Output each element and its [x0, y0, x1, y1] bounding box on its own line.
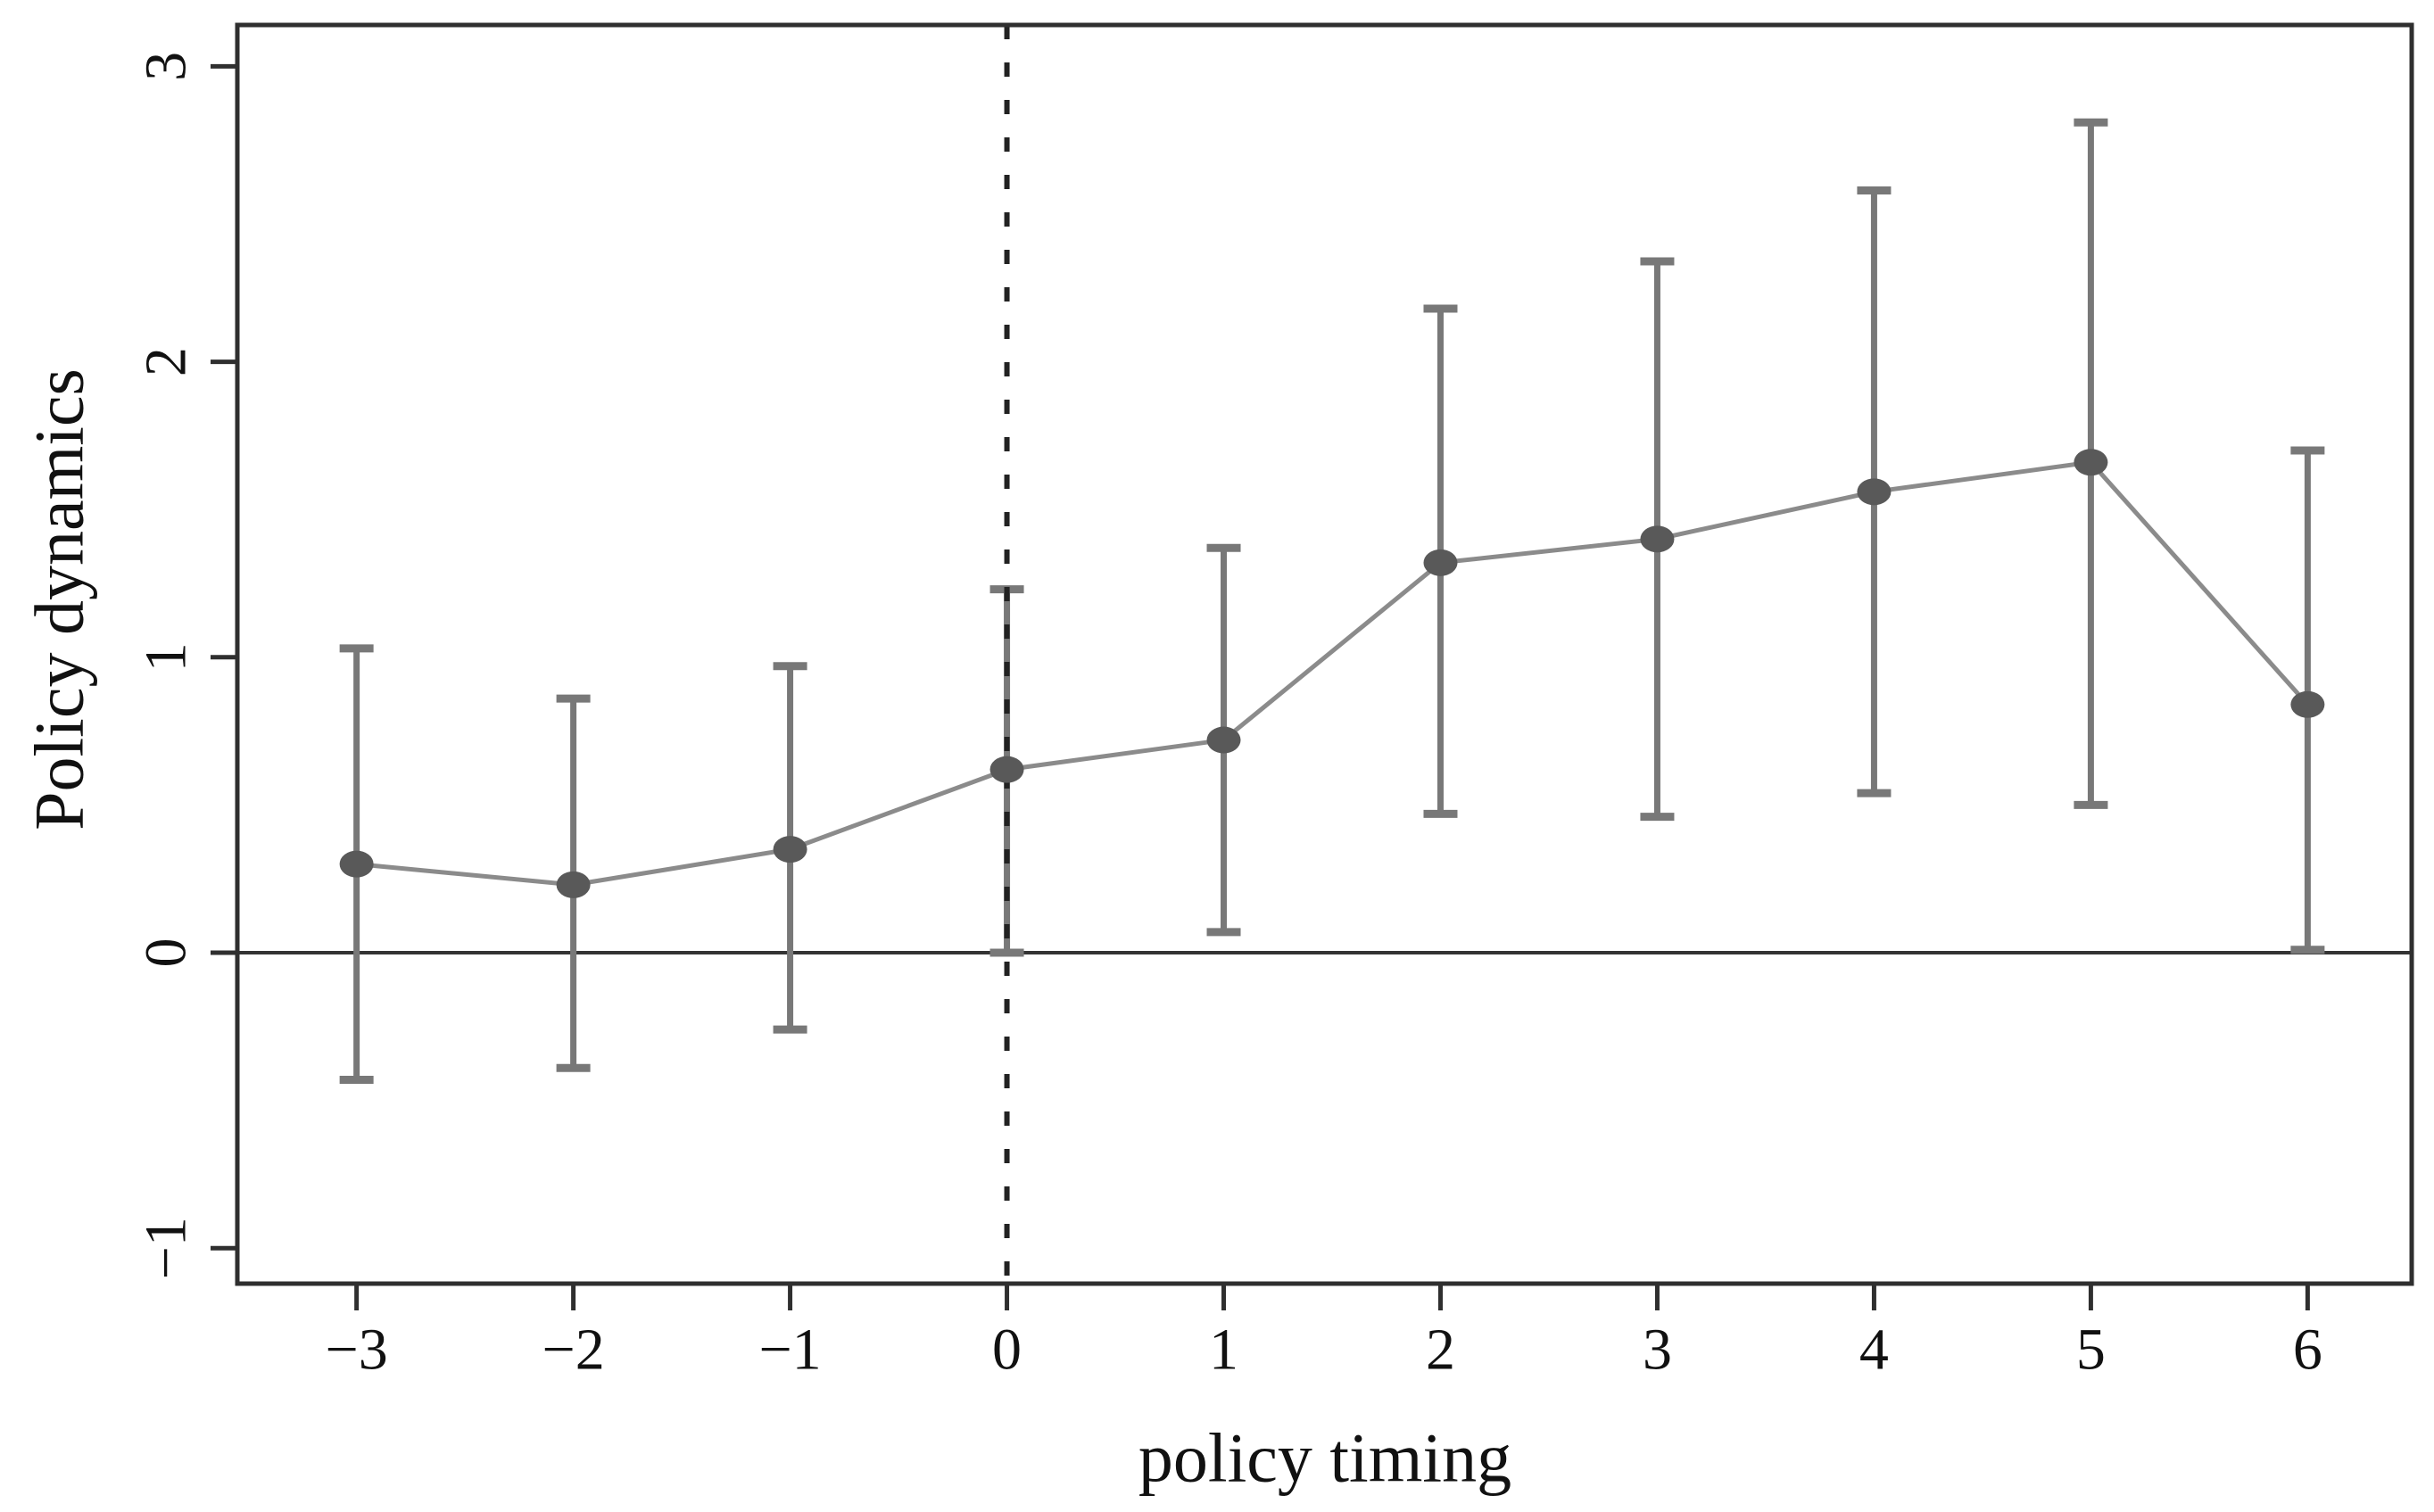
y-tick-label: 3 — [134, 52, 199, 81]
x-axis-ticks-layer: −3 −2 −1 0 1 2 3 4 5 6 — [326, 1284, 2322, 1383]
data-point — [2074, 449, 2108, 476]
data-point — [556, 871, 591, 898]
data-point — [1423, 549, 1458, 576]
error-bars-layer — [339, 118, 2325, 1084]
y-axis-ticks-layer: −1 0 1 2 3 — [134, 52, 237, 1279]
data-point — [1206, 726, 1241, 754]
data-point — [773, 836, 807, 863]
y-tick-label: 2 — [134, 347, 199, 376]
data-point — [1640, 525, 1675, 553]
x-tick-label: 1 — [1209, 1318, 1238, 1383]
x-tick-label: −2 — [542, 1318, 604, 1383]
data-point — [989, 756, 1024, 783]
data-point — [1857, 478, 1892, 506]
x-tick-label: −1 — [758, 1318, 821, 1383]
x-tick-label: 4 — [1859, 1318, 1889, 1383]
x-axis-title: policy timing — [1138, 1419, 1511, 1497]
estimates-polyline — [356, 459, 2310, 888]
y-tick-label: 0 — [134, 938, 199, 968]
data-point — [339, 850, 374, 878]
x-tick-label: 5 — [2076, 1318, 2106, 1383]
y-tick-label: 1 — [134, 642, 199, 672]
y-tick-label: −1 — [134, 1217, 199, 1279]
x-tick-label: −3 — [326, 1318, 388, 1383]
data-point — [2290, 690, 2325, 718]
x-tick-label: 0 — [992, 1318, 1022, 1383]
series-line-layer — [356, 459, 2310, 888]
x-tick-label: 3 — [1643, 1318, 1672, 1383]
data-points-layer — [339, 449, 2325, 898]
plot-border — [235, 22, 2414, 1286]
x-tick-label: 6 — [2293, 1318, 2322, 1383]
x-tick-label: 2 — [1426, 1318, 1455, 1383]
y-axis-title: Policy dynamics — [21, 368, 98, 830]
